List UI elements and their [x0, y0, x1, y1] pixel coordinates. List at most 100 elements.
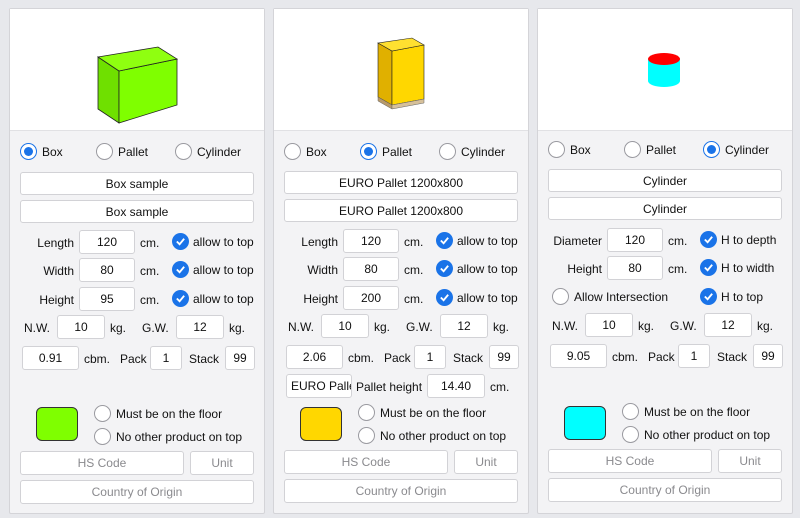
radio-pallet[interactable]: Pallet — [360, 143, 412, 160]
stack-input[interactable]: 99 — [753, 344, 783, 368]
hs-code-input[interactable]: HS Code — [284, 450, 448, 474]
width-input[interactable]: 80 — [343, 257, 399, 281]
no-product-on-top-checkbox[interactable]: No other product on top — [358, 427, 506, 444]
width-allow-to-top-checkbox[interactable]: allow to top — [172, 261, 254, 278]
net-weight-input[interactable]: 10 — [57, 315, 105, 339]
radio-box[interactable]: Box — [548, 141, 591, 158]
pack-label: Pack — [648, 350, 675, 364]
radio-cylinder[interactable]: Cylinder — [175, 143, 241, 160]
cbm-input[interactable]: 2.06 — [286, 345, 343, 369]
stack-input[interactable]: 99 — [225, 346, 255, 370]
cylinder-panel: Box Pallet Cylinder Cylinder Cylinder Di… — [537, 8, 793, 514]
width-allow-to-top-checkbox[interactable]: allow to top — [436, 260, 518, 277]
pack-input[interactable]: 1 — [678, 344, 710, 368]
h-to-depth-checkbox[interactable]: H to depth — [700, 231, 776, 248]
pallet-height-input[interactable]: 14.40 — [427, 374, 485, 398]
stack-label: Stack — [453, 351, 484, 365]
radio-box[interactable]: Box — [284, 143, 327, 160]
radio-cylinder[interactable]: Cylinder — [703, 141, 769, 158]
cbm-input[interactable]: 0.91 — [22, 346, 79, 370]
gross-weight-input[interactable]: 12 — [440, 314, 488, 338]
radio-circle — [360, 143, 377, 160]
height-label: Height — [39, 293, 74, 307]
product-description-field[interactable]: Cylinder — [548, 197, 782, 220]
product-description-field[interactable]: EURO Pallet 1200x800 — [284, 199, 518, 222]
diameter-unit: cm. — [668, 234, 688, 248]
country-of-origin-input[interactable]: Country of Origin — [20, 480, 254, 504]
net-weight-input[interactable]: 10 — [321, 314, 369, 338]
allow-intersection-checkbox[interactable]: Allow Intersection — [552, 288, 668, 305]
height-allow-to-top-checkbox[interactable]: allow to top — [436, 289, 518, 306]
net-weight-unit: kg. — [110, 321, 127, 335]
radio-cylinder[interactable]: Cylinder — [439, 143, 505, 160]
box-3d-icon — [96, 46, 179, 124]
unit-input[interactable]: Unit — [718, 449, 782, 473]
country-of-origin-input[interactable]: Country of Origin — [548, 478, 782, 502]
checkbox-circle — [94, 405, 111, 422]
pack-input[interactable]: 1 — [150, 346, 182, 370]
length-unit: cm. — [404, 235, 424, 249]
color-swatch[interactable] — [564, 406, 606, 440]
radio-pallet[interactable]: Pallet — [624, 141, 676, 158]
no-product-on-top-checkbox[interactable]: No other product on top — [94, 428, 242, 445]
checkbox-label: allow to top — [193, 262, 254, 277]
gross-weight-input[interactable]: 12 — [704, 313, 752, 337]
checkbox-circle — [94, 428, 111, 445]
pallet-3d-icon — [377, 37, 425, 110]
checkmark-icon — [700, 231, 717, 248]
pallet-type-select[interactable]: EURO Palle — [286, 374, 352, 398]
radio-label: Pallet — [646, 142, 677, 157]
country-of-origin-input[interactable]: Country of Origin — [284, 479, 518, 503]
radio-pallet[interactable]: Pallet — [96, 143, 148, 160]
height-input[interactable]: 95 — [79, 287, 135, 311]
checkbox-label: H to top — [721, 289, 764, 304]
cbm-unit: cbm. — [612, 350, 639, 364]
h-to-top-checkbox[interactable]: H to top — [700, 288, 763, 305]
cbm-input[interactable]: 9.05 — [550, 344, 607, 368]
length-allow-to-top-checkbox[interactable]: allow to top — [172, 233, 254, 250]
length-input[interactable]: 120 — [343, 229, 399, 253]
hs-code-input[interactable]: HS Code — [20, 451, 184, 475]
no-product-on-top-checkbox[interactable]: No other product on top — [622, 426, 770, 443]
checkbox-circle — [358, 404, 375, 421]
checkbox-label: allow to top — [193, 291, 254, 306]
net-weight-label: N.W. — [288, 320, 314, 334]
pallet-height-unit: cm. — [490, 380, 510, 394]
hs-code-input[interactable]: HS Code — [548, 449, 712, 473]
height-input[interactable]: 80 — [607, 256, 663, 280]
diameter-input[interactable]: 120 — [607, 228, 663, 252]
box-preview — [10, 9, 264, 131]
color-swatch[interactable] — [36, 407, 78, 441]
stack-input[interactable]: 99 — [489, 345, 519, 369]
length-allow-to-top-checkbox[interactable]: allow to top — [436, 232, 518, 249]
stack-label: Stack — [717, 350, 748, 364]
product-name-field[interactable]: Box sample — [20, 172, 254, 195]
pack-input[interactable]: 1 — [414, 345, 446, 369]
height-allow-to-top-checkbox[interactable]: allow to top — [172, 290, 254, 307]
net-weight-input[interactable]: 10 — [585, 313, 633, 337]
length-input[interactable]: 120 — [79, 230, 135, 254]
product-description-field[interactable]: Box sample — [20, 200, 254, 223]
checkbox-label: Must be on the floor — [380, 405, 487, 420]
h-to-width-checkbox[interactable]: H to width — [700, 259, 774, 276]
product-name-field[interactable]: EURO Pallet 1200x800 — [284, 171, 518, 194]
cbm-unit: cbm. — [348, 351, 375, 365]
checkmark-icon — [172, 233, 189, 250]
checkbox-label: H to depth — [721, 232, 777, 247]
height-unit: cm. — [668, 262, 688, 276]
must-be-on-floor-checkbox[interactable]: Must be on the floor — [622, 403, 750, 420]
gross-weight-input[interactable]: 12 — [176, 315, 224, 339]
must-be-on-floor-checkbox[interactable]: Must be on the floor — [358, 404, 486, 421]
width-input[interactable]: 80 — [79, 258, 135, 282]
height-input[interactable]: 200 — [343, 286, 399, 310]
unit-input[interactable]: Unit — [454, 450, 518, 474]
color-swatch[interactable] — [300, 407, 342, 441]
product-name-field[interactable]: Cylinder — [548, 169, 782, 192]
must-be-on-floor-checkbox[interactable]: Must be on the floor — [94, 405, 222, 422]
radio-box[interactable]: Box — [20, 143, 63, 160]
unit-input[interactable]: Unit — [190, 451, 254, 475]
radio-label: Pallet — [382, 144, 413, 159]
radio-label: Pallet — [118, 144, 149, 159]
radio-label: Box — [570, 142, 591, 157]
radio-label: Cylinder — [197, 144, 242, 159]
